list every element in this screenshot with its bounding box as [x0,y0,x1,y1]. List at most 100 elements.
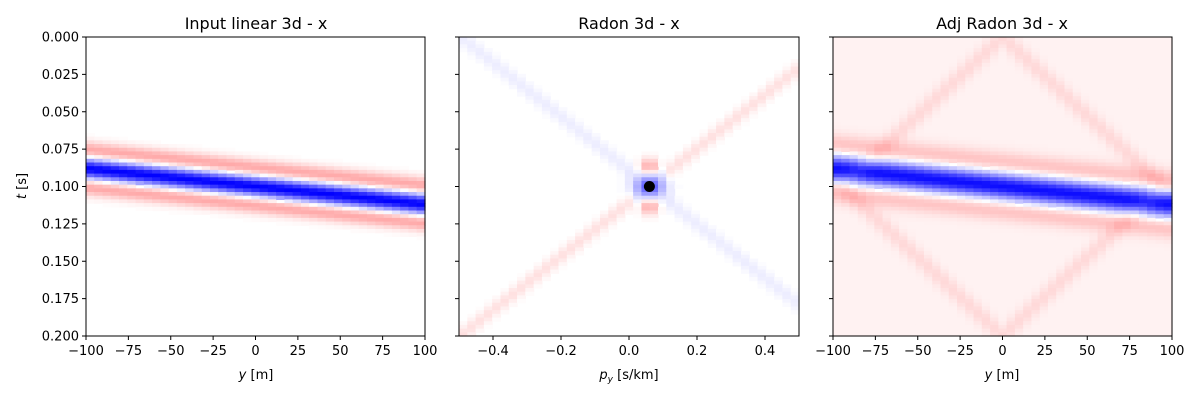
heatmap-cell [849,55,859,60]
heatmap-cell [467,44,477,49]
heatmap-cell [193,177,203,182]
heatmap-cell [874,228,884,234]
heatmap-cell [1147,210,1157,215]
heatmap-cell [1014,221,1024,226]
heatmap-cell [1047,306,1057,311]
heatmap-cell [292,217,302,223]
heatmap-cell [408,177,418,182]
heatmap-cell [284,217,294,223]
heatmap-cell [890,206,900,212]
heatmap-cell [907,51,917,57]
heatmap-cell [833,173,842,178]
heatmap-cell [1163,73,1173,79]
heatmap-cell [957,66,966,71]
heatmap-cell [1081,110,1090,116]
heatmap-cell [849,136,859,141]
heatmap-cell [550,103,560,108]
heatmap-cell [1130,228,1140,234]
heatmap-cell [550,107,560,112]
heatmap-cell [948,247,958,252]
heatmap-cell [160,192,170,197]
heatmap-cell [325,158,335,164]
heatmap-cell [932,262,942,267]
heatmap-cell [1089,236,1099,241]
heatmap-cell [1031,258,1041,263]
heatmap-cell [86,184,95,189]
heatmap-cell [990,243,999,249]
heatmap-cell [641,203,651,208]
heatmap-cell [874,66,884,71]
heatmap-cell [1130,288,1140,293]
heatmap-cell [699,225,709,230]
heatmap-cell [243,151,252,156]
heatmap-cell [866,217,875,223]
heatmap-cell [334,166,343,171]
heatmap-cell [849,328,859,333]
heatmap-cell [907,48,917,53]
heatmap-cell [1039,48,1049,53]
heatmap-cell [841,103,851,108]
heatmap-cell [1138,44,1148,49]
heatmap-cell [541,262,551,267]
heatmap-cell [1014,243,1024,249]
heatmap-cell [110,199,120,204]
heatmap-cell [1064,265,1074,271]
heatmap-cell [267,162,277,167]
heatmap-cell [1147,169,1157,175]
heatmap-cell [342,169,352,175]
heatmap-cell [981,254,991,260]
heatmap-cell [857,299,867,304]
heatmap-cell [1047,243,1057,249]
heatmap-cell [550,258,560,263]
heatmap-cell [1114,313,1123,319]
heatmap-cell [1056,70,1066,75]
heatmap-cell [259,195,269,201]
heatmap-cell [1122,132,1132,138]
heatmap-cell [309,203,319,208]
heatmap-cell [1114,324,1123,330]
heatmap-cell [1122,188,1132,193]
heatmap-cell [243,173,252,178]
heatmap-cell [375,225,385,230]
panel-1-y-ticks: 0.0000.0250.0500.0750.1000.1250.1500.175… [42,31,86,345]
heatmap-cell [375,195,385,201]
heatmap-cell [284,180,294,186]
heatmap-cell [907,169,917,175]
heatmap-cell [915,140,925,145]
heatmap-cell [849,37,859,42]
heatmap-cell [1081,62,1090,68]
heatmap-cell [882,151,892,156]
heatmap-cell [973,251,983,256]
heatmap-cell [1163,195,1173,201]
heatmap-cell [1039,132,1049,138]
heatmap-cell [1138,166,1148,171]
heatmap-cell [1097,288,1107,293]
heatmap-cell [1023,107,1033,112]
heatmap-cell [358,177,368,182]
heatmap-cell [334,210,343,215]
heatmap-cell [841,169,851,175]
heatmap-cell [990,251,999,256]
heatmap-cell [1031,173,1041,178]
heatmap-cell [932,114,942,119]
heatmap-cell [1122,77,1132,82]
heatmap-cell [1023,232,1033,237]
heatmap-cell [276,169,286,175]
heatmap-cell [973,258,983,263]
heatmap-cell [965,199,975,204]
heatmap-cell [990,99,999,105]
heatmap-cell [833,121,842,127]
heatmap-cell [915,243,925,249]
heatmap-cell [1130,254,1140,260]
heatmap-cell [948,125,958,130]
heatmap-cell [1056,265,1066,271]
heatmap-cell [1155,247,1165,252]
heatmap-cell [866,240,875,245]
heatmap-cell [1089,81,1099,86]
heatmap-cell [1023,302,1033,308]
heatmap-cell [1089,276,1099,282]
heatmap-cell [1023,321,1033,326]
heatmap-cell [915,217,925,223]
heatmap-cell [135,180,145,186]
heatmap-cell [915,262,925,267]
